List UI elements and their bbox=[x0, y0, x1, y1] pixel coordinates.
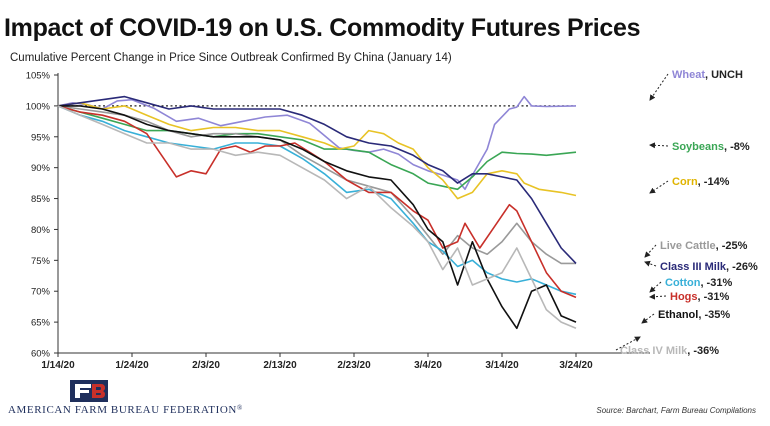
x-tick-label: 1/24/20 bbox=[115, 360, 149, 371]
source-note: Source: Barchart, Farm Bureau Compilatio… bbox=[596, 406, 756, 415]
series-value: , UNCH bbox=[705, 69, 743, 81]
series-line-corn bbox=[57, 102, 577, 200]
series-line-class-iii-milk bbox=[57, 95, 577, 264]
series-name: Corn bbox=[672, 176, 698, 188]
y-tick-label: 80% bbox=[31, 225, 51, 236]
series-value: , -26% bbox=[726, 261, 758, 273]
series-name: Class III Milk bbox=[660, 261, 727, 273]
label-arrow-soybeans bbox=[649, 142, 669, 149]
registered-mark: ® bbox=[236, 404, 243, 412]
series-label-corn: Corn, -14% bbox=[672, 176, 730, 188]
series-line-class-iv-milk bbox=[57, 105, 577, 330]
y-tick-label: 85% bbox=[31, 194, 51, 205]
series-line-hogs bbox=[57, 105, 577, 299]
series-label-live-cattle: Live Cattle, -25% bbox=[660, 240, 748, 252]
series-label-hogs: Hogs, -31% bbox=[670, 291, 730, 303]
x-tick-label: 3/14/20 bbox=[485, 360, 519, 371]
y-tick-label: 100% bbox=[26, 101, 51, 112]
series-line-cotton bbox=[57, 105, 577, 296]
series-name: Cotton bbox=[665, 277, 701, 289]
y-tick-label: 60% bbox=[31, 349, 51, 360]
series-name: Ethanol bbox=[658, 309, 698, 321]
series-value: , -31% bbox=[698, 291, 730, 303]
y-tick-label: 95% bbox=[31, 132, 51, 143]
label-arrow-cotton bbox=[649, 281, 662, 293]
series-labels: Wheat, UNCH Soybeans, -8% Corn, -14% Live C… bbox=[615, 69, 758, 357]
y-tick-label: 65% bbox=[31, 318, 51, 329]
footer bbox=[0, 376, 770, 426]
label-arrow-hogs bbox=[649, 293, 667, 300]
series-label-soybeans: Soybeans, -8% bbox=[672, 141, 750, 153]
chart-axes: 60% 65% 70% 75% 80% 85% 90% 95% 100% 105% 1/14/20 1… bbox=[26, 71, 650, 371]
series-line-soybeans bbox=[57, 105, 577, 191]
x-tick-label: 2/3/20 bbox=[192, 360, 220, 371]
series-lines bbox=[57, 95, 577, 330]
x-tick-label: 1/14/20 bbox=[41, 360, 75, 371]
series-label-cotton: Cotton, -31% bbox=[665, 277, 732, 289]
organization-name: AMERICAN FARM BUREAU FEDERATION® bbox=[8, 404, 243, 416]
series-label-ethanol: Ethanol, -35% bbox=[658, 309, 730, 321]
series-name: Hogs bbox=[670, 291, 698, 303]
series-value: , -8% bbox=[724, 141, 750, 153]
label-arrow-class-iv-milk bbox=[615, 336, 641, 351]
x-tick-label: 3/24/20 bbox=[559, 360, 593, 371]
y-tick-label: 105% bbox=[26, 71, 51, 82]
series-name: Live Cattle bbox=[660, 240, 716, 252]
y-tick-label: 75% bbox=[31, 256, 51, 267]
series-value: , -36% bbox=[687, 345, 719, 357]
series-value: , -35% bbox=[698, 309, 730, 321]
series-line-live-cattle bbox=[57, 105, 576, 265]
series-name: Soybeans bbox=[672, 141, 724, 153]
x-tick-label: 2/13/20 bbox=[263, 360, 297, 371]
y-tick-label: 70% bbox=[31, 287, 51, 298]
y-tick-label: 90% bbox=[31, 163, 51, 174]
series-label-class-iv-milk: Class IV Milk, -36% bbox=[620, 345, 719, 357]
label-arrow-class-iii-milk bbox=[644, 260, 657, 267]
chart-subtitle: Cumulative Percent Change in Price Since… bbox=[10, 52, 452, 64]
label-arrow-corn bbox=[649, 180, 669, 194]
series-name: Class IV Milk bbox=[620, 345, 688, 357]
series-name: Wheat bbox=[672, 69, 705, 81]
series-label-wheat: Wheat, UNCH bbox=[672, 69, 743, 81]
series-value: , -31% bbox=[700, 277, 732, 289]
series-label-class-iii-milk: Class III Milk, -26% bbox=[660, 261, 758, 273]
label-arrow-ethanol bbox=[641, 313, 655, 324]
label-arrow-wheat bbox=[649, 73, 669, 101]
series-value: , -14% bbox=[698, 176, 730, 188]
series-value: , -25% bbox=[716, 240, 748, 252]
afbf-logo-icon bbox=[70, 380, 108, 402]
chart-title: Impact of COVID-19 on U.S. Commodity Fut… bbox=[4, 14, 641, 42]
x-tick-label: 3/4/20 bbox=[414, 360, 442, 371]
series-line-ethanol bbox=[58, 105, 577, 330]
label-arrow-live-cattle bbox=[644, 244, 657, 258]
x-tick-label: 2/23/20 bbox=[337, 360, 371, 371]
